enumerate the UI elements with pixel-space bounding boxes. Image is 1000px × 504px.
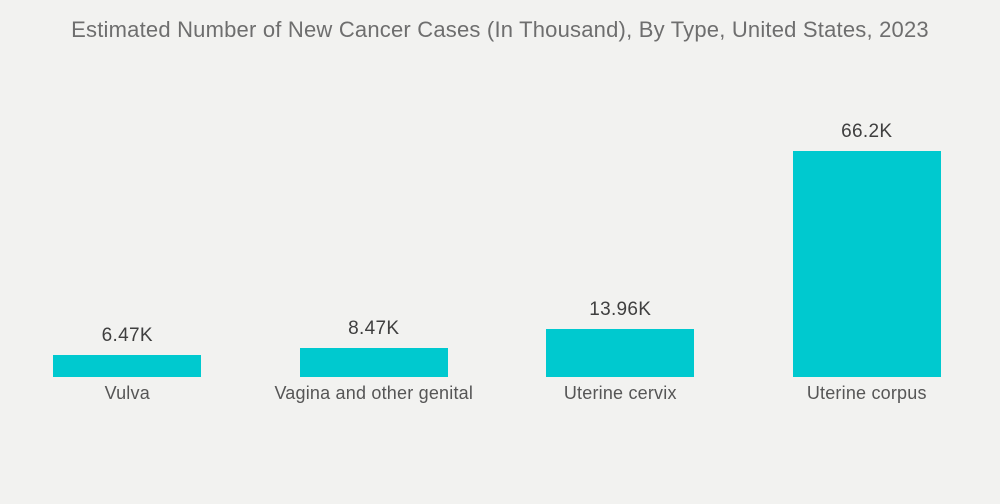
bar-uterine-corpus [792, 151, 941, 377]
bar-value-label: 13.96K [589, 299, 652, 321]
bar-uterine-cervix [546, 329, 695, 377]
category-axis: Vulva Vagina and other genital Uterine c… [4, 383, 990, 404]
bar-column-vulva: 6.47K [4, 325, 251, 377]
bar-column-uterine-corpus: 66.2K [744, 121, 991, 377]
bar-value-label: 66.2K [841, 121, 893, 142]
category-label-uterine-corpus: Uterine corpus [806, 383, 927, 403]
chart-title: Estimated Number of New Cancer Cases (In… [71, 17, 929, 42]
category-label-vagina-and-other-genital: Vagina and other genital [274, 383, 474, 403]
bar-vagina-and-other-genital [299, 348, 448, 377]
category-label-uterine-cervix: Uterine cervix [563, 383, 677, 403]
bar-value-label: 8.47K [348, 318, 400, 340]
bar-column-vagina-and-other-genital: 8.47K [251, 318, 498, 377]
category-label-vulva: Vulva [104, 383, 150, 403]
bar-value-label: 6.47K [101, 324, 153, 346]
plot-area: 6.47K 8.47K 13.96K 66.2K [4, 0, 990, 377]
bar-column-uterine-cervix: 13.96K [497, 299, 744, 377]
bar-vulva [53, 354, 202, 377]
